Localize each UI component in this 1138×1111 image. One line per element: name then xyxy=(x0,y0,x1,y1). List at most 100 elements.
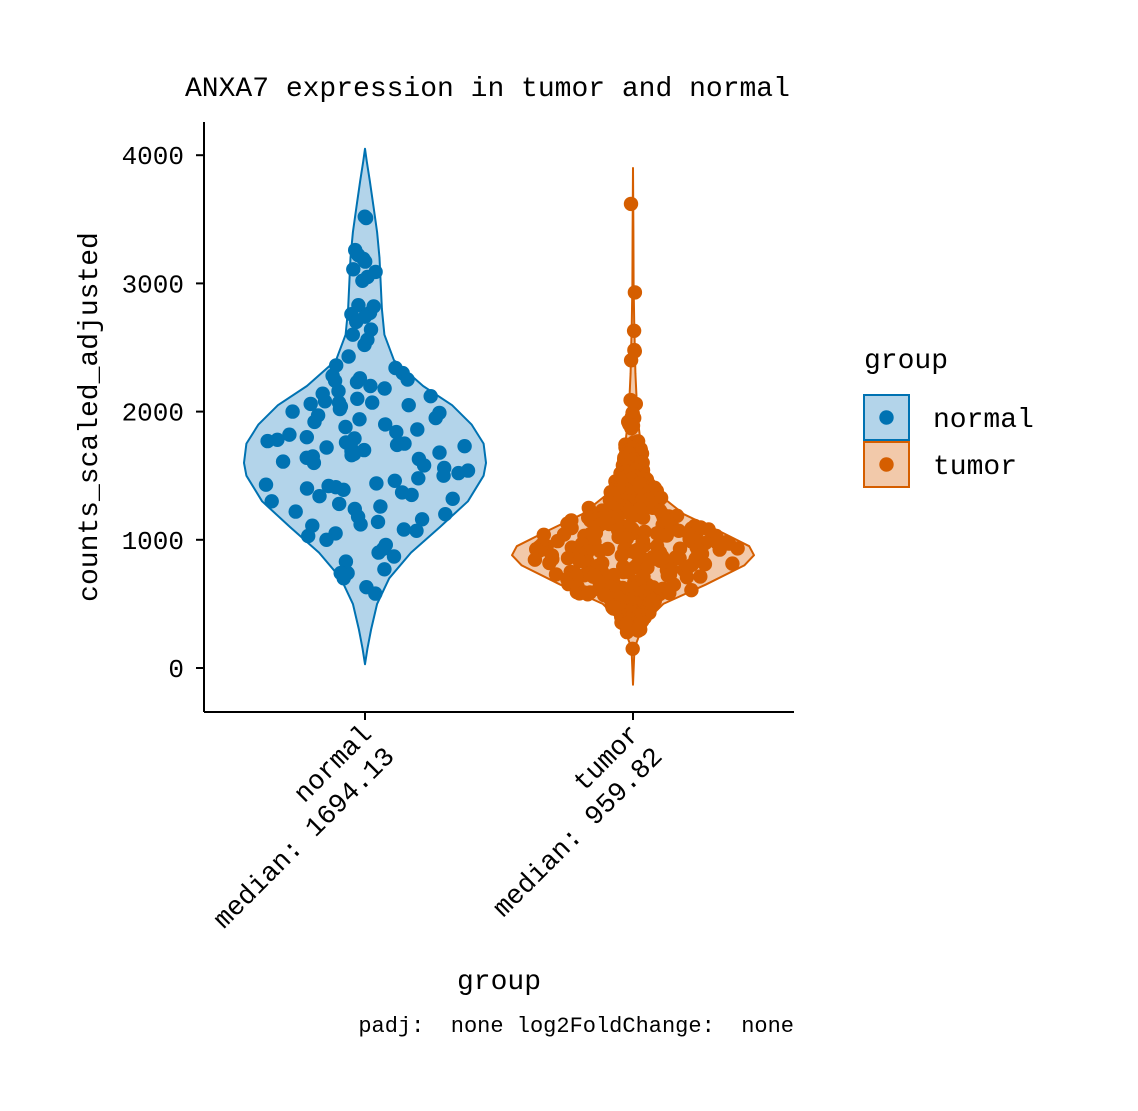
y-axis-title: counts_scaled_adjusted xyxy=(75,232,106,602)
y-tick-label: 0 xyxy=(168,655,184,685)
data-point-tumor xyxy=(597,588,612,603)
data-point-tumor xyxy=(580,587,595,602)
data-point-normal xyxy=(264,494,279,509)
legend-label-tumor: tumor xyxy=(933,452,1017,483)
data-point-tumor xyxy=(542,555,557,571)
data-point-tumor xyxy=(725,556,740,571)
data-point-tumor xyxy=(712,542,727,557)
data-point-normal xyxy=(438,507,453,522)
data-point-tumor xyxy=(662,585,677,601)
data-point-normal xyxy=(301,528,316,544)
data-point-normal xyxy=(344,448,359,463)
data-point-tumor xyxy=(592,543,608,559)
chart-title: ANXA7 expression in tumor and normal xyxy=(185,74,790,105)
y-tick-label: 2000 xyxy=(122,399,184,429)
data-point-normal xyxy=(400,372,415,387)
data-point-tumor xyxy=(627,285,643,300)
data-point-normal xyxy=(369,476,384,491)
data-point-tumor xyxy=(611,529,626,545)
data-point-tumor xyxy=(560,516,575,531)
data-point-normal xyxy=(345,327,360,342)
data-point-normal xyxy=(331,383,346,399)
data-point-normal xyxy=(336,571,351,586)
data-point-normal xyxy=(332,496,347,512)
data-point-normal xyxy=(352,412,367,427)
data-point-normal xyxy=(355,273,370,288)
data-point-normal xyxy=(416,458,432,473)
data-point-normal xyxy=(423,389,438,404)
data-point-normal xyxy=(346,262,361,277)
data-point-normal xyxy=(387,473,402,488)
data-point-normal xyxy=(282,427,297,442)
data-point-normal xyxy=(445,491,460,506)
legend-title: group xyxy=(864,346,948,377)
data-point-normal xyxy=(299,430,314,445)
data-point-normal xyxy=(357,337,372,353)
y-axis-ticks: 0 1000 2000 3000 4000 xyxy=(122,142,204,685)
data-point-normal xyxy=(358,210,374,226)
data-point-tumor xyxy=(672,551,687,566)
data-point-normal xyxy=(317,394,333,409)
data-point-tumor xyxy=(697,557,713,572)
data-point-normal xyxy=(363,378,378,394)
data-point-normal xyxy=(457,439,472,454)
data-point-normal xyxy=(338,554,354,569)
data-point-normal xyxy=(378,417,393,432)
data-point-normal xyxy=(299,481,315,496)
data-point-tumor xyxy=(623,196,639,212)
data-point-tumor xyxy=(614,548,629,563)
data-point-normal xyxy=(350,391,365,406)
data-point-tumor xyxy=(625,641,640,656)
data-point-normal xyxy=(370,514,386,530)
data-point-normal xyxy=(373,499,388,514)
data-point-tumor xyxy=(619,624,635,640)
data-point-normal xyxy=(401,398,416,413)
data-point-normal xyxy=(353,517,368,532)
data-point-normal xyxy=(411,471,426,486)
legend: group normal tumor xyxy=(863,346,1034,488)
data-point-tumor xyxy=(560,550,576,566)
data-point-normal xyxy=(312,489,327,504)
data-point-tumor xyxy=(627,545,642,560)
data-point-normal xyxy=(414,512,430,527)
data-point-normal xyxy=(319,532,334,547)
data-point-normal xyxy=(432,445,447,460)
data-point-normal xyxy=(306,455,322,471)
data-point-normal xyxy=(358,254,373,269)
y-tick-label: 1000 xyxy=(122,527,184,557)
data-point-tumor xyxy=(624,421,639,436)
data-point-normal xyxy=(386,549,402,564)
data-point-tumor xyxy=(635,510,651,525)
data-point-normal xyxy=(332,401,348,417)
data-point-normal xyxy=(336,482,351,497)
data-point-tumor xyxy=(659,528,674,543)
data-point-normal xyxy=(368,586,383,601)
data-point-normal xyxy=(349,374,365,390)
data-point-tumor xyxy=(626,323,642,338)
legend-key-point xyxy=(879,410,894,425)
data-point-normal xyxy=(341,349,356,364)
data-point-normal xyxy=(389,437,405,453)
data-point-normal xyxy=(258,477,274,492)
data-point-normal xyxy=(377,562,392,577)
data-point-normal xyxy=(428,410,443,426)
data-point-normal xyxy=(389,424,404,440)
data-point-tumor xyxy=(527,552,543,567)
data-point-tumor xyxy=(684,583,699,598)
data-point-normal xyxy=(396,522,412,537)
data-point-tumor xyxy=(623,353,639,368)
y-tick-label: 4000 xyxy=(122,142,184,172)
data-point-normal xyxy=(307,414,322,430)
caption: padj: none log2FoldChange: none xyxy=(358,1014,794,1039)
plot-area xyxy=(243,147,755,686)
data-point-normal xyxy=(365,395,380,410)
data-point-normal xyxy=(319,440,334,455)
data-point-normal xyxy=(338,419,353,435)
data-point-normal xyxy=(371,545,386,560)
data-point-tumor xyxy=(548,567,564,582)
data-point-normal xyxy=(275,454,291,469)
data-point-tumor xyxy=(550,533,565,549)
